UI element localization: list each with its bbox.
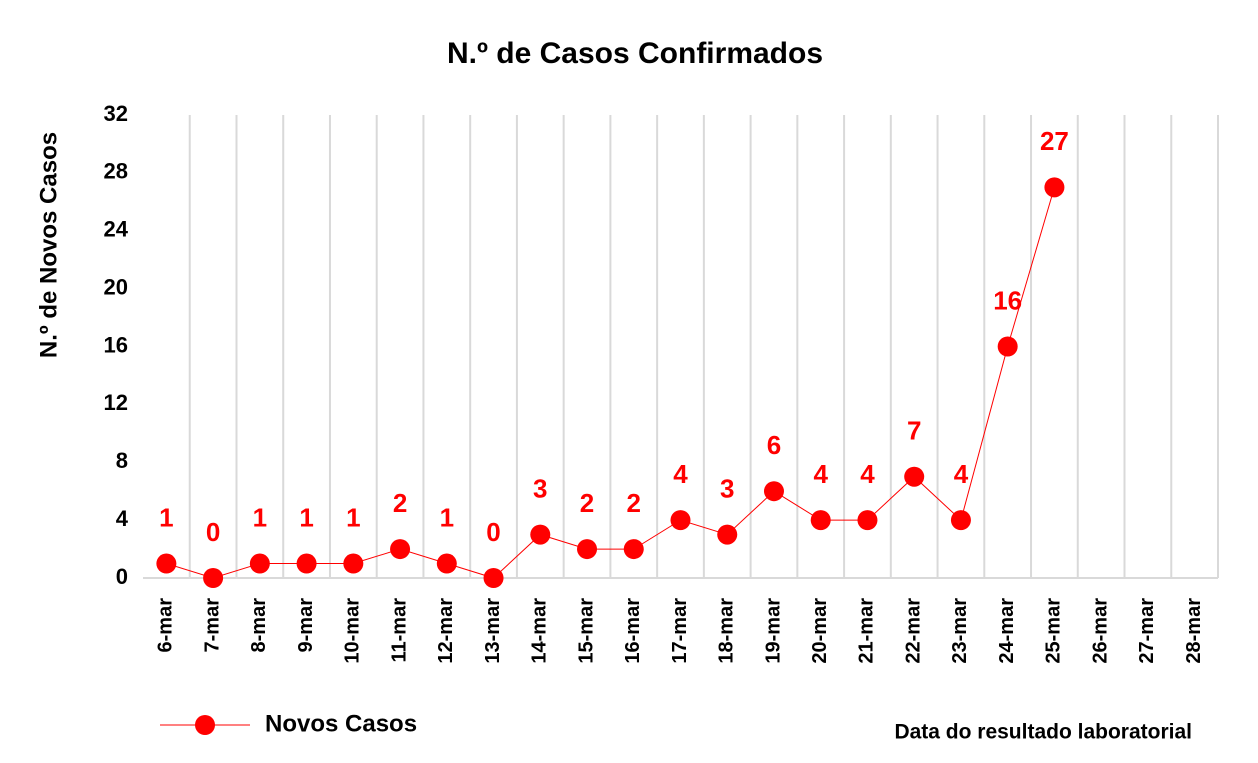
data-point <box>670 510 691 531</box>
x-tick-label: 25-mar <box>1043 598 1065 664</box>
x-tick-label: 17-mar <box>669 598 691 664</box>
data-label: 2 <box>627 488 641 518</box>
x-tick-label: 21-mar <box>856 598 878 664</box>
data-label: 4 <box>813 459 828 489</box>
data-label: 3 <box>720 473 734 503</box>
x-tick-label: 24-mar <box>996 598 1018 664</box>
data-label: 7 <box>907 416 921 446</box>
x-tick-label: 22-mar <box>902 598 924 664</box>
data-point <box>530 524 551 545</box>
data-label: 16 <box>993 285 1022 315</box>
x-tick-label: 16-mar <box>622 598 644 664</box>
legend-label: Novos Casos <box>265 710 417 737</box>
data-label: 4 <box>954 459 969 489</box>
data-point <box>763 481 784 502</box>
data-label: 3 <box>533 473 547 503</box>
data-label: 4 <box>673 459 688 489</box>
data-point <box>249 553 270 574</box>
x-tick-label: 14-mar <box>529 598 551 664</box>
x-tick-label: 26-mar <box>1089 598 1111 664</box>
data-point <box>156 553 177 574</box>
data-point <box>390 539 411 560</box>
data-label: 2 <box>393 488 407 518</box>
x-axis-label: Data do resultado laboratorial <box>894 721 1192 744</box>
data-label: 1 <box>440 502 454 532</box>
data-label: 1 <box>299 502 313 532</box>
y-tick-label: 20 <box>104 274 128 299</box>
x-tick-label: 7-mar <box>201 598 223 653</box>
x-tick-label: 9-mar <box>295 598 317 653</box>
y-tick-label: 24 <box>104 217 129 242</box>
data-label: 4 <box>860 459 875 489</box>
data-point <box>810 510 831 531</box>
y-tick-label: 32 <box>104 101 128 126</box>
data-point <box>296 553 317 574</box>
legend-marker <box>195 715 215 735</box>
x-tick-label: 13-mar <box>482 598 504 664</box>
data-point <box>717 524 738 545</box>
data-label: 1 <box>159 502 173 532</box>
y-tick-label: 0 <box>116 564 128 589</box>
x-tick-label: 12-mar <box>435 598 457 664</box>
x-tick-label: 19-mar <box>762 598 784 664</box>
y-tick-label: 8 <box>116 448 128 473</box>
data-point <box>1044 177 1065 198</box>
data-point <box>904 466 925 487</box>
data-point <box>623 539 644 560</box>
chart-title: N.º de Casos Confirmados <box>447 37 823 70</box>
y-tick-label: 28 <box>104 159 128 184</box>
data-label: 1 <box>346 502 360 532</box>
data-label: 27 <box>1040 126 1069 156</box>
x-tick-label: 11-mar <box>388 598 410 663</box>
x-tick-label: 23-mar <box>949 598 971 664</box>
x-tick-label: 28-mar <box>1183 598 1205 664</box>
data-label: 6 <box>767 430 781 460</box>
x-tick-label: 20-mar <box>809 598 831 664</box>
data-point <box>436 553 457 574</box>
data-point <box>997 336 1018 357</box>
y-tick-label: 12 <box>104 390 128 415</box>
data-point <box>577 539 598 560</box>
y-axis-label: N.º de Novos Casos <box>35 132 62 358</box>
data-point <box>343 553 364 574</box>
data-label: 0 <box>206 517 220 547</box>
data-point <box>483 568 504 588</box>
x-tick-label: 10-mar <box>342 598 364 664</box>
x-tick-label: 15-mar <box>575 598 597 664</box>
data-label: 2 <box>580 488 594 518</box>
data-point <box>857 510 878 531</box>
y-tick-label: 16 <box>104 332 128 357</box>
x-tick-label: 6-mar <box>155 598 177 653</box>
data-label: 0 <box>486 517 500 547</box>
x-tick-label: 18-mar <box>716 598 738 664</box>
x-tick-label: 27-mar <box>1136 598 1158 664</box>
data-point <box>203 568 224 588</box>
data-point <box>950 510 971 531</box>
y-tick-label: 4 <box>116 506 129 531</box>
data-label: 1 <box>253 502 267 532</box>
x-tick-label: 8-mar <box>248 598 270 653</box>
